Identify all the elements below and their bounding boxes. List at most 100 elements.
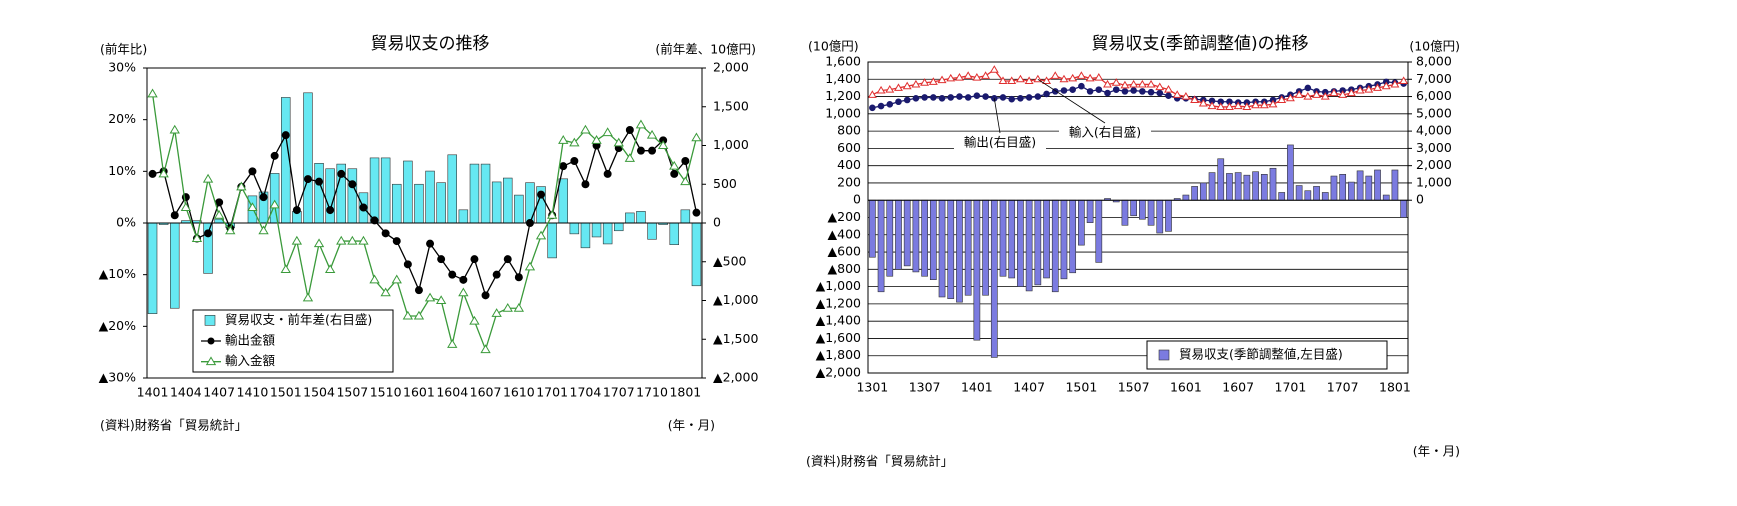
- marker: [1007, 76, 1017, 85]
- marker: [337, 169, 346, 178]
- bar: [1365, 175, 1373, 201]
- bar: [347, 168, 358, 224]
- marker: [946, 73, 956, 82]
- marker: [359, 203, 368, 212]
- bar: [514, 194, 524, 224]
- x-tick-label: 1701: [536, 385, 568, 400]
- bar: [436, 182, 446, 224]
- annotation: 輸出(右目盛): [964, 135, 1036, 150]
- marker: [570, 157, 579, 165]
- bar: [982, 199, 989, 296]
- bar: [558, 178, 568, 224]
- marker: [1103, 79, 1112, 88]
- y-tick-label: ▲1,200: [816, 295, 861, 310]
- plot-frame: [867, 61, 1409, 374]
- y2-tick-label: 1,500: [713, 98, 749, 113]
- y-tick-label: ▲400: [828, 226, 862, 241]
- marker: [1268, 99, 1278, 108]
- y2-tick-label: 4,000: [1416, 123, 1452, 138]
- marker: [1112, 86, 1120, 93]
- marker: [648, 146, 657, 155]
- bar: [636, 211, 646, 224]
- marker: [225, 225, 236, 235]
- source-note: (資料)財務省「貿易統計」: [100, 418, 247, 433]
- marker: [903, 96, 911, 104]
- y-tick-label: 1,200: [825, 88, 861, 103]
- marker: [1303, 91, 1313, 100]
- marker: [1381, 81, 1391, 90]
- annotation-bg: [954, 133, 1046, 153]
- marker: [613, 137, 624, 147]
- marker: [148, 169, 157, 178]
- bar: [1043, 199, 1050, 279]
- bar: [403, 160, 413, 224]
- bar: [458, 209, 469, 224]
- bar: [1321, 192, 1329, 201]
- y2-tick-label: ▲2,000: [713, 370, 758, 385]
- legend-box: [192, 309, 394, 373]
- marker: [348, 180, 357, 189]
- marker: [1059, 74, 1069, 83]
- x-tick-label: 1710: [636, 385, 668, 400]
- bar: [547, 222, 557, 259]
- bar: [1121, 199, 1129, 226]
- y-tick-label: 1,600: [825, 54, 861, 69]
- marker: [912, 94, 920, 102]
- y-axis-label: (10億円): [808, 39, 859, 54]
- y-tick-label: ▲10%: [99, 266, 137, 281]
- marker: [681, 157, 690, 165]
- marker: [437, 255, 446, 264]
- x-tick-label: 1301: [856, 380, 888, 395]
- bar: [1382, 194, 1390, 201]
- y-axis-label: (前年比): [100, 42, 147, 57]
- bar: [1060, 199, 1068, 280]
- marker: [1095, 86, 1103, 93]
- marker: [1224, 102, 1234, 110]
- marker: [1034, 93, 1042, 100]
- bar: [990, 199, 998, 358]
- marker: [1017, 94, 1024, 102]
- bar: [1260, 174, 1268, 201]
- y-tick-label: ▲1,600: [816, 330, 861, 345]
- marker: [998, 76, 1008, 85]
- marker: [1076, 71, 1086, 79]
- marker: [1329, 88, 1339, 97]
- x-tick-label: 1407: [203, 385, 235, 400]
- marker: [1086, 88, 1094, 95]
- bar: [1008, 199, 1016, 279]
- bar: [680, 209, 691, 224]
- marker: [1147, 88, 1155, 96]
- x-tick-label: 1501: [270, 385, 302, 400]
- marker: [1050, 71, 1060, 79]
- marker: [580, 124, 591, 134]
- marker: [514, 273, 523, 282]
- x-tick-label: 1704: [570, 385, 602, 400]
- plot-frame: [146, 67, 703, 379]
- x-tick-label: 1601: [1170, 380, 1202, 395]
- legend-label: 輸出金額: [225, 333, 276, 348]
- chart: 貿易収支(季節調整値)の推移 (10億円) (10億円) (資料)財務省「貿易統計」 (…: [806, 34, 1460, 469]
- bar: [1313, 186, 1320, 201]
- bar: [1017, 199, 1024, 287]
- bar: [999, 199, 1007, 277]
- y2-tick-label: 5,000: [1416, 105, 1452, 120]
- y-tick-label: ▲1,000: [816, 278, 861, 293]
- marker: [281, 131, 290, 140]
- bar: [1295, 185, 1303, 201]
- x-tick-label: 1707: [1327, 380, 1359, 395]
- marker: [448, 270, 457, 279]
- marker: [1139, 88, 1146, 95]
- marker: [204, 229, 213, 238]
- marker: [981, 71, 991, 79]
- marker: [369, 274, 380, 284]
- marker: [1043, 90, 1050, 98]
- marker: [481, 291, 490, 300]
- marker: [358, 235, 369, 245]
- marker: [963, 71, 973, 79]
- marker: [491, 308, 502, 317]
- marker: [558, 135, 569, 144]
- chart-title: 貿易収支の推移: [371, 34, 490, 54]
- bar: [469, 163, 480, 224]
- y-tick-label: 0: [853, 192, 861, 207]
